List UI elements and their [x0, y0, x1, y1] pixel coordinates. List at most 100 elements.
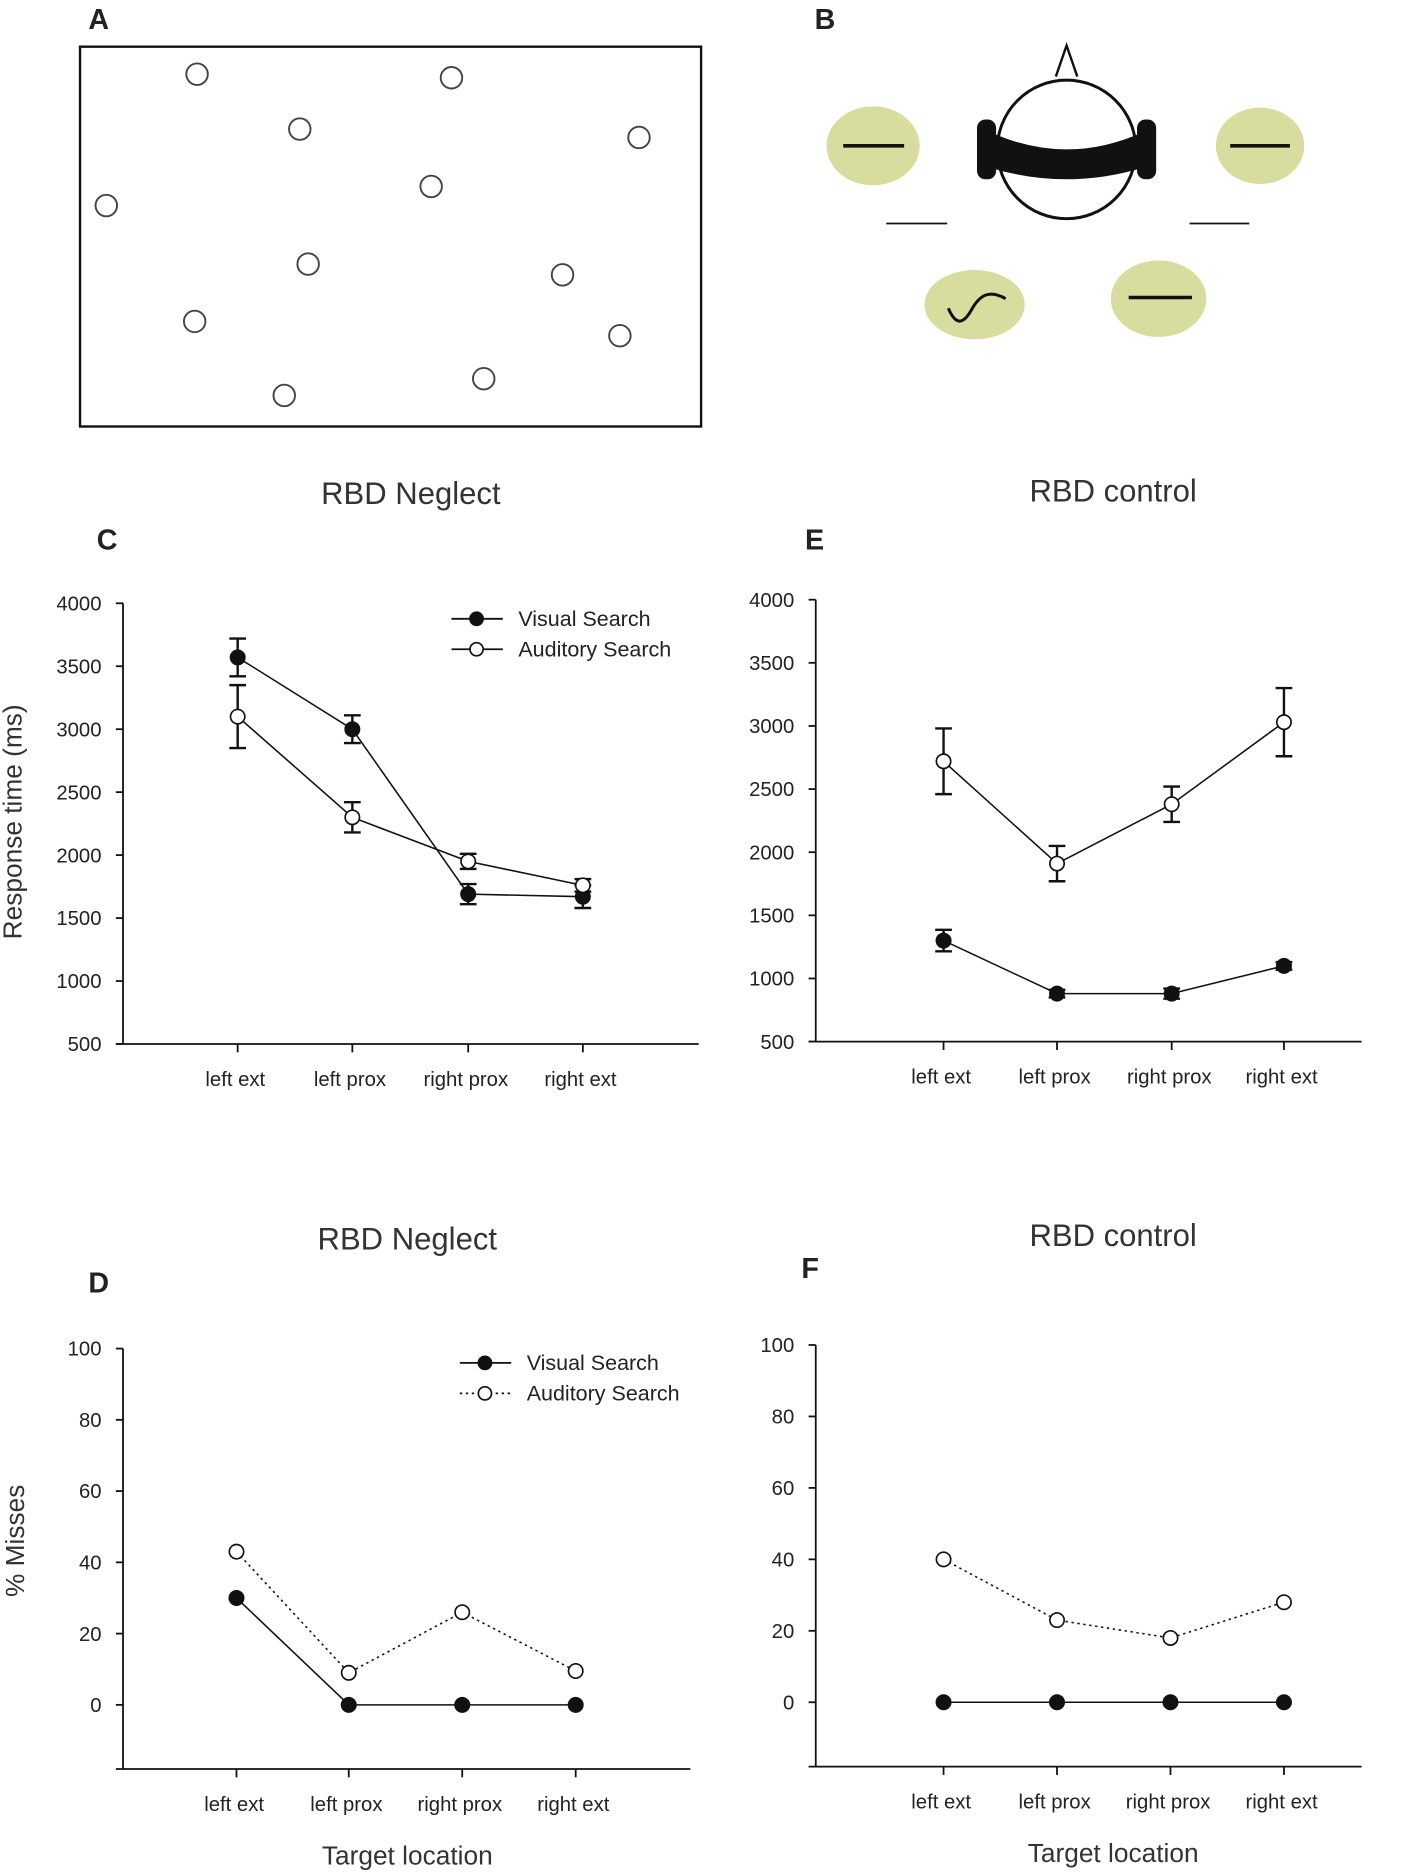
legend-label: Auditory Search — [527, 1382, 680, 1406]
x-axis-label: Target location — [1028, 1838, 1199, 1868]
y-axis-label: Response time (ms) — [0, 704, 27, 939]
x-tick-label: right prox — [418, 1794, 503, 1816]
data-point — [1163, 796, 1180, 813]
legend-label: Visual Search — [527, 1351, 659, 1375]
y-tick-label: 3500 — [749, 653, 794, 675]
y-tick-label: 3000 — [56, 719, 101, 741]
data-point — [1162, 1694, 1179, 1711]
chart-title: RBD Neglect — [321, 476, 501, 511]
legend-marker — [477, 1385, 493, 1401]
x-tick-label: right ext — [1245, 1066, 1318, 1088]
data-point — [1163, 985, 1180, 1002]
data-point — [1275, 1594, 1292, 1611]
series-auditory-search: Auditory Search — [228, 1382, 680, 1681]
sine-wave-icon — [946, 292, 1007, 323]
panel-label-a: A — [88, 4, 109, 36]
x-tick-label: left prox — [314, 1069, 386, 1091]
data-point — [229, 649, 246, 666]
speaker-right-lower — [1110, 260, 1207, 337]
speaker-right-upper — [1215, 107, 1305, 185]
series-visual-search — [935, 1694, 1292, 1711]
y-tick-label: 20 — [772, 1621, 795, 1643]
y-tick-label: 500 — [68, 1034, 102, 1056]
y-tick-label: 1000 — [749, 969, 794, 991]
x-tick-label: left ext — [911, 1791, 971, 1813]
data-point — [1049, 855, 1066, 872]
series-line — [943, 1558, 1285, 1639]
x-tick-label: right ext — [1245, 1791, 1318, 1813]
x-tick-label: left prox — [1019, 1791, 1091, 1813]
series-auditory-search: Auditory Search — [229, 637, 671, 894]
data-point — [460, 886, 477, 903]
panel-label-e: E — [805, 525, 824, 557]
data-point — [567, 1662, 584, 1680]
x-tick-label: right prox — [424, 1069, 509, 1091]
data-point — [1049, 1694, 1066, 1711]
data-point — [1275, 957, 1292, 974]
data-point — [454, 1696, 471, 1713]
series-line — [237, 656, 583, 898]
chart-c: RBD Neglect 500 1000 1500 2000 2500 3000 3500 40… — [0, 476, 699, 1091]
head-icon — [976, 41, 1157, 221]
series-visual-search — [935, 928, 1293, 1002]
data-point — [1049, 1612, 1066, 1629]
data-point — [344, 809, 361, 826]
stimulus-circle — [272, 383, 296, 408]
stimulus-circle — [439, 66, 464, 90]
y-tick-label: 0 — [783, 1692, 794, 1714]
series-auditory-search — [935, 686, 1293, 883]
y-tick-label: 100 — [68, 1339, 102, 1361]
x-tick-label: right ext — [537, 1794, 610, 1816]
y-tick-label: 40 — [772, 1550, 795, 1572]
data-point — [1275, 714, 1292, 731]
data-point — [340, 1696, 357, 1713]
stimulus-circle — [419, 174, 443, 199]
data-point — [1275, 1694, 1292, 1711]
y-tick-label: 2000 — [749, 842, 794, 864]
stimulus-circle — [185, 62, 209, 86]
chart-e: RBD control 500 1000 1500 2000 2500 3000 3500 40… — [749, 474, 1362, 1088]
y-tick-label: 80 — [79, 1410, 102, 1432]
series-visual-search: Visual Search — [228, 1351, 659, 1713]
chart-d: RBD Neglect 0 20 40 60 80 100 left ext left prox… — [0, 1221, 691, 1871]
x-tick-label: right ext — [544, 1069, 617, 1091]
stimulus-circle — [550, 263, 575, 287]
display-frame — [78, 45, 703, 428]
y-axis-label: % Misses — [0, 1485, 30, 1597]
speaker-left-lower-active — [924, 270, 1025, 340]
data-point — [935, 1694, 952, 1711]
data-point — [935, 932, 952, 949]
x-tick-label: left prox — [1019, 1066, 1091, 1088]
x-tick-label: right prox — [1126, 1791, 1211, 1813]
x-tick-label: right prox — [1127, 1066, 1212, 1088]
y-tick-label: 0 — [90, 1695, 101, 1717]
y-tick-label: 4000 — [749, 590, 794, 612]
panel-label-d: D — [88, 1267, 109, 1299]
data-point — [460, 853, 477, 870]
stimulus-circle — [182, 309, 207, 334]
legend-marker — [469, 641, 484, 657]
series-line — [235, 1597, 576, 1706]
y-tick-label: 4000 — [56, 593, 101, 615]
stimulus-circle — [608, 324, 632, 348]
y-tick-label: 80 — [772, 1407, 795, 1429]
data-point — [1162, 1629, 1179, 1646]
legend-marker — [477, 1355, 493, 1371]
data-point — [229, 708, 246, 725]
data-point — [1049, 985, 1066, 1002]
panel-b-head-diagram — [826, 41, 1305, 340]
y-tick-label: 3500 — [56, 656, 101, 678]
panel-label-c: C — [97, 525, 118, 557]
y-tick-label: 1500 — [749, 906, 794, 928]
data-point — [340, 1664, 357, 1681]
y-tick-label: 100 — [760, 1335, 794, 1357]
chart-title: RBD control — [1029, 1218, 1196, 1253]
series-visual-search: Visual Search — [229, 607, 651, 910]
data-point — [454, 1604, 471, 1621]
x-axis-label: Target location — [322, 1841, 493, 1871]
series-line — [235, 1551, 577, 1674]
data-point — [228, 1543, 245, 1560]
y-tick-label: 2500 — [749, 779, 794, 801]
data-point — [228, 1589, 245, 1606]
